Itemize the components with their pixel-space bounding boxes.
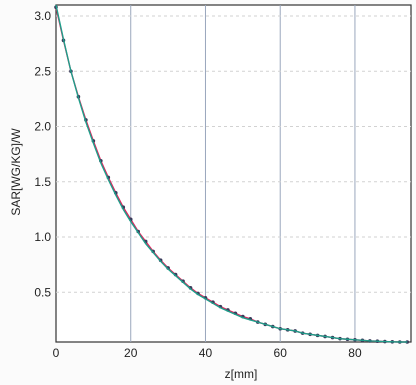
y-tick-label: 2.5 xyxy=(34,64,51,78)
grid xyxy=(56,5,411,342)
y-tick-label: 1.0 xyxy=(34,230,51,244)
x-tick-label: 80 xyxy=(348,346,362,360)
x-tick-label: 20 xyxy=(124,346,138,360)
y-tick-label: 3.0 xyxy=(34,9,51,23)
plot-area xyxy=(55,4,412,343)
x-tick-label: 0 xyxy=(53,346,60,360)
y-tick-label: 2.0 xyxy=(34,120,51,134)
y-axis-label: SAR[WG/KG]/W xyxy=(9,128,23,216)
series-layer xyxy=(54,4,410,344)
series-line-2 xyxy=(55,4,408,343)
data-point xyxy=(405,340,410,344)
tick-labels: 0 20 40 60 80 0.5 1.0 1.5 2.0 2.5 3.0 xyxy=(34,9,362,360)
y-tick-label: 0.5 xyxy=(34,285,51,299)
y-tick-label: 1.5 xyxy=(34,175,51,189)
x-axis-label: z[mm] xyxy=(225,367,258,381)
x-tick-label: 40 xyxy=(199,346,213,360)
x-tick-label: 60 xyxy=(274,346,288,360)
